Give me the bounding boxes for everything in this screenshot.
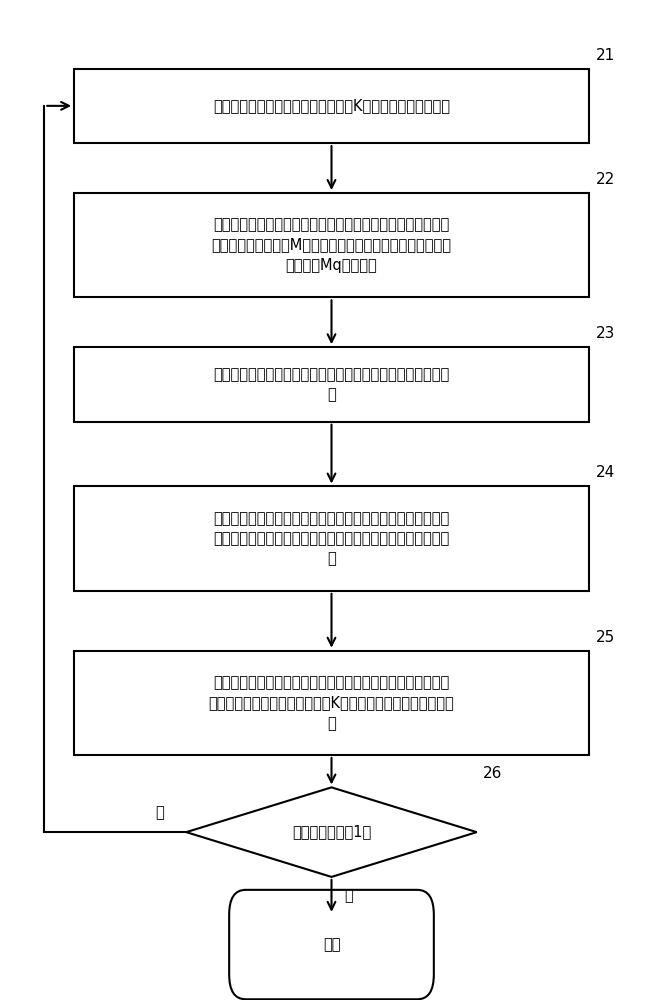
Polygon shape <box>186 787 477 877</box>
Bar <box>74 347 589 422</box>
Text: 根据各个路径在当前层的累积度量值，对当前层扩展的所有子
节点进行排序，按照升序保留前K个子节点作为下一层的幸存节
点: 根据各个路径在当前层的累积度量值，对当前层扩展的所有子 节点进行排序，按照升序保… <box>209 675 454 731</box>
FancyBboxPatch shape <box>229 890 434 999</box>
Bar <box>74 69 589 143</box>
Text: 结束: 结束 <box>323 937 340 952</box>
Text: 否: 否 <box>155 805 164 820</box>
Text: 26: 26 <box>483 766 503 781</box>
Text: 24: 24 <box>595 465 615 480</box>
Text: 是: 是 <box>345 888 353 903</box>
Text: 22: 22 <box>595 172 615 187</box>
Text: 对于扩展的每个子节点所在路径，将当前层的分支度量值与已
完成层的分支度量值累加，得到各个路径在当前层的累积度量
值: 对于扩展的每个子节点所在路径，将当前层的分支度量值与已 完成层的分支度量值累加，… <box>213 511 450 567</box>
Text: 对扩展的每个子节点，分别计算其所在路径在该层的分支度量
值: 对扩展的每个子节点，分别计算其所在路径在该层的分支度量 值 <box>213 367 450 402</box>
Text: 根据当前层所使用的星座图中星座点的数量，为第一组中的各
个幸存节点分别扩展M个子节点；为第二组中的各个幸存节点
分别扩展Mq个子节点: 根据当前层所使用的星座图中星座点的数量，为第一组中的各 个幸存节点分别扩展M个子… <box>211 217 452 273</box>
Bar <box>74 651 589 755</box>
Text: 25: 25 <box>595 630 615 645</box>
Text: 21: 21 <box>595 48 615 63</box>
Bar <box>74 193 589 297</box>
Bar <box>74 486 589 591</box>
Text: 按照累积度量值的排序，将当前层的K个幸存节点划分为两组: 按照累积度量值的排序，将当前层的K个幸存节点划分为两组 <box>213 98 450 113</box>
Text: 当前层是否为第1层: 当前层是否为第1层 <box>292 825 371 840</box>
Text: 23: 23 <box>595 326 615 341</box>
